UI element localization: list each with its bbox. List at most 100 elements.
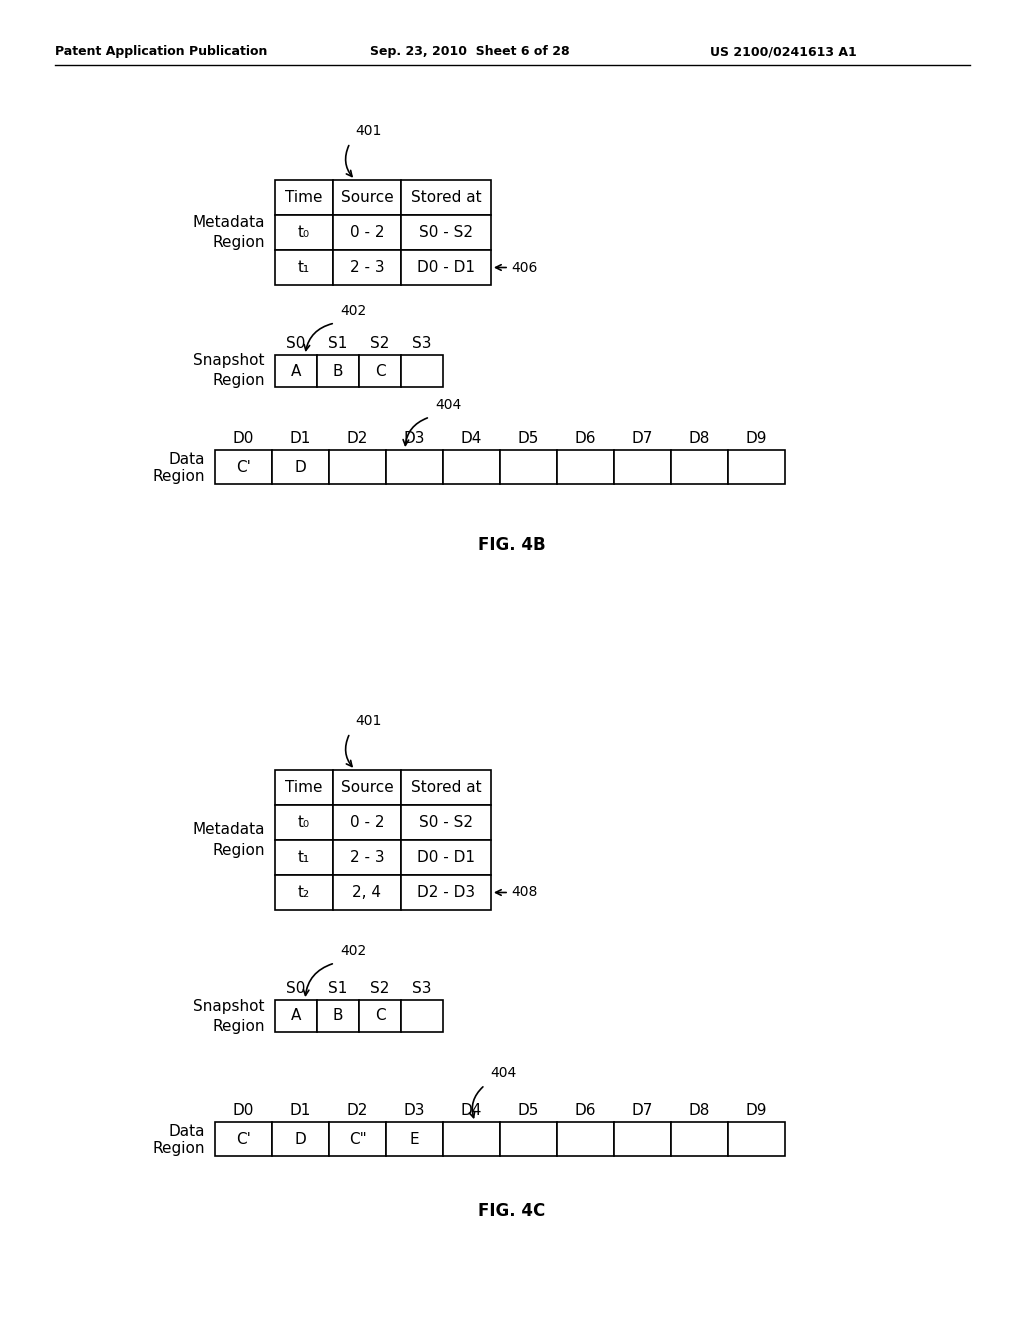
Text: 408: 408 [511,886,538,899]
Bar [386,1122,443,1156]
Bar [500,450,557,484]
Text: D: D [295,1131,306,1147]
Text: Time: Time [286,190,323,205]
Bar [317,355,359,387]
Bar [333,249,401,285]
Bar [215,1122,272,1156]
Bar [333,770,401,805]
Text: C': C' [237,459,251,474]
Bar [275,180,333,215]
Bar [401,215,490,249]
Bar [401,805,490,840]
Bar [728,1122,785,1156]
Text: Region: Region [213,374,265,388]
Text: Snapshot: Snapshot [194,998,265,1014]
Text: t₁: t₁ [298,260,310,275]
Bar [401,1001,443,1032]
Bar [359,1001,401,1032]
Text: S0: S0 [287,337,306,351]
Bar [333,875,401,909]
Bar [557,1122,614,1156]
Text: D4: D4 [461,1104,482,1118]
Text: D8: D8 [689,432,711,446]
Bar [275,875,333,909]
Text: D2: D2 [347,432,369,446]
Bar [275,840,333,875]
Bar [329,450,386,484]
Text: S2: S2 [371,981,390,997]
Bar [401,355,443,387]
Bar [333,180,401,215]
Bar [275,1001,317,1032]
Text: D4: D4 [461,432,482,446]
Bar [275,770,333,805]
Text: 2 - 3: 2 - 3 [349,850,384,865]
Text: 406: 406 [511,260,538,275]
Text: D7: D7 [632,432,653,446]
Text: D1: D1 [290,432,311,446]
Text: D2 - D3: D2 - D3 [417,884,475,900]
Text: S2: S2 [371,337,390,351]
Text: C: C [375,1008,385,1023]
Bar [317,1001,359,1032]
Text: t₀: t₀ [298,814,310,830]
Text: FIG. 4B: FIG. 4B [478,536,546,554]
Text: Stored at: Stored at [411,190,481,205]
Text: t₂: t₂ [298,884,310,900]
Bar [614,450,671,484]
Bar [272,450,329,484]
Text: D9: D9 [745,1104,767,1118]
Text: Region: Region [213,842,265,858]
Bar [401,840,490,875]
Text: 2, 4: 2, 4 [352,884,382,900]
Text: D0: D0 [232,432,254,446]
Text: US 2100/0241613 A1: US 2100/0241613 A1 [710,45,857,58]
Text: t₁: t₁ [298,850,310,865]
Text: Sep. 23, 2010  Sheet 6 of 28: Sep. 23, 2010 Sheet 6 of 28 [370,45,569,58]
Text: D0 - D1: D0 - D1 [417,260,475,275]
Bar [333,215,401,249]
Text: Data: Data [169,1123,205,1138]
Bar [275,215,333,249]
Text: C: C [375,363,385,379]
Text: C': C' [237,1131,251,1147]
Bar [272,1122,329,1156]
Text: S3: S3 [413,337,432,351]
Text: D9: D9 [745,432,767,446]
Bar [401,770,490,805]
Text: 402: 402 [340,944,367,958]
Bar [329,1122,386,1156]
Text: D0: D0 [232,1104,254,1118]
Text: S0: S0 [287,981,306,997]
Bar [671,450,728,484]
Text: 404: 404 [490,1067,516,1080]
Text: D3: D3 [403,1104,425,1118]
Text: Data: Data [169,451,205,466]
Text: D1: D1 [290,1104,311,1118]
Text: Time: Time [286,780,323,795]
Text: D6: D6 [574,432,596,446]
Bar [671,1122,728,1156]
Text: 0 - 2: 0 - 2 [350,814,384,830]
Bar [401,180,490,215]
Text: D6: D6 [574,1104,596,1118]
Text: 402: 402 [340,304,367,318]
Bar [275,805,333,840]
Text: S0 - S2: S0 - S2 [419,814,473,830]
Bar [557,450,614,484]
Bar [614,1122,671,1156]
Text: D3: D3 [403,432,425,446]
Text: 404: 404 [435,399,461,412]
Bar [401,249,490,285]
Text: Metadata: Metadata [193,822,265,837]
Bar [500,1122,557,1156]
Text: Region: Region [213,1019,265,1034]
Text: E: E [410,1131,419,1147]
Text: Region: Region [153,1142,205,1156]
Text: Region: Region [213,235,265,249]
Text: B: B [333,1008,343,1023]
Text: Snapshot: Snapshot [194,354,265,368]
Bar [401,875,490,909]
Text: S1: S1 [329,337,348,351]
Text: 401: 401 [355,124,381,139]
